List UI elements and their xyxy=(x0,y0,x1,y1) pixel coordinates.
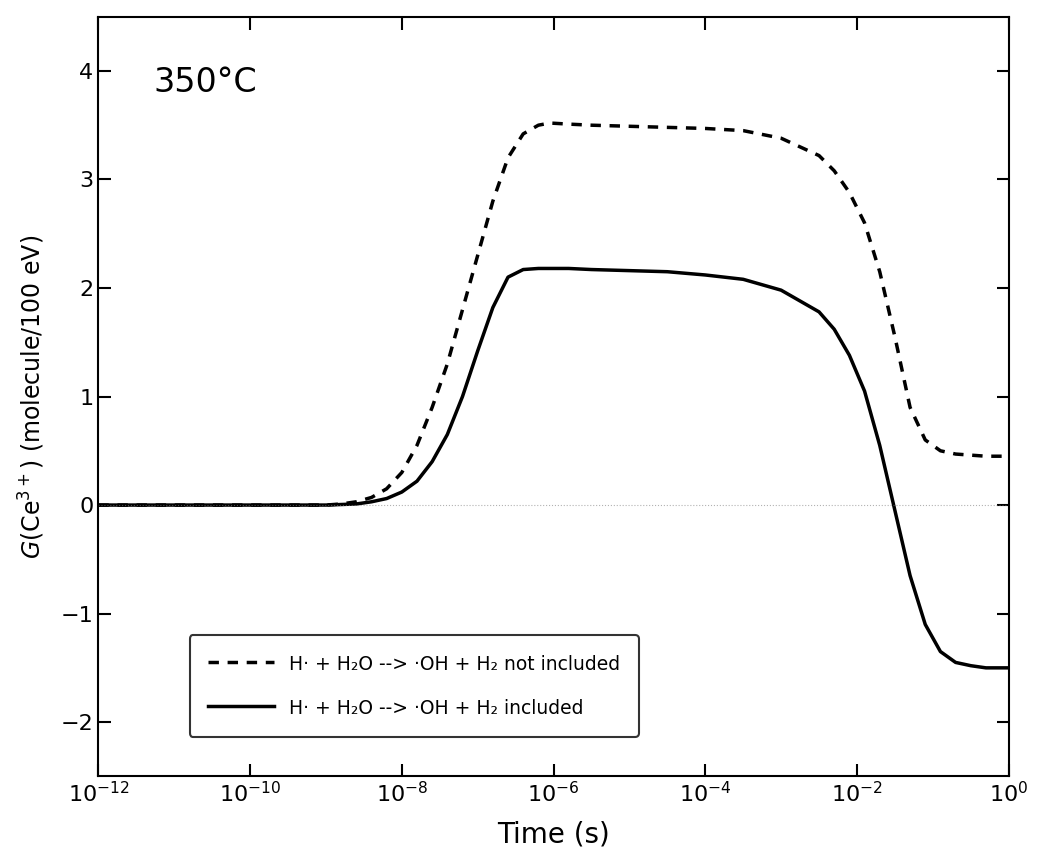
Y-axis label: $G(\mathrm{Ce}^{3+})$ (molecule/100 eV): $G(\mathrm{Ce}^{3+})$ (molecule/100 eV) xyxy=(17,234,47,559)
Legend: H· + H₂O --> ·OH + H₂ not included, H· + H₂O --> ·OH + H₂ included: H· + H₂O --> ·OH + H₂ not included, H· +… xyxy=(190,635,638,737)
Text: 350°C: 350°C xyxy=(153,66,257,99)
X-axis label: Time (s): Time (s) xyxy=(497,820,610,849)
